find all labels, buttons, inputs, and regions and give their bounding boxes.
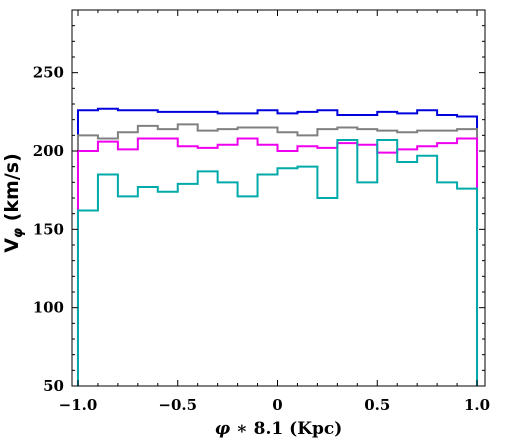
x-tick-label: −1.0 [59,396,98,414]
x-axis-label-symbol: φ [215,419,231,439]
labels-layer: φ ∗ 8.1 (Kpc) Vφ (km/s) [1,153,342,439]
y-tick-label: 150 [33,220,64,238]
x-axis-label-text: ∗ 8.1 (Kpc) [230,419,342,439]
x-tick-label: −0.5 [158,396,197,414]
y-tick-label: 200 [33,142,64,160]
ticks-layer: 50 100 150 200 250 −1.0 −0.5 0 0.5 1.0 [33,9,490,414]
x-tick-label: 1.0 [464,396,490,414]
axes-layer [71,9,486,387]
series-0-step-line [76,107,479,386]
x-tick-label: 0 [272,396,282,414]
y-tick-label: 100 [33,299,64,317]
y-tick-label: 50 [43,377,64,395]
x-tick-label: 0.5 [364,396,390,414]
series-layer [76,107,479,386]
y-axis-label: Vφ (km/s) [1,153,26,253]
series-2-step-line [76,137,479,386]
y-axis-label-text: (km/s) [1,153,23,228]
y-axis-label-subscript: φ [11,228,26,238]
series-1-step-line [76,123,479,386]
y-tick-label: 250 [33,64,64,82]
y-axis-label-symbol: V [1,238,23,253]
x-axis-label: φ ∗ 8.1 (Kpc) [215,419,343,439]
plot-frame [71,9,486,387]
series-3-step-line [76,139,479,386]
